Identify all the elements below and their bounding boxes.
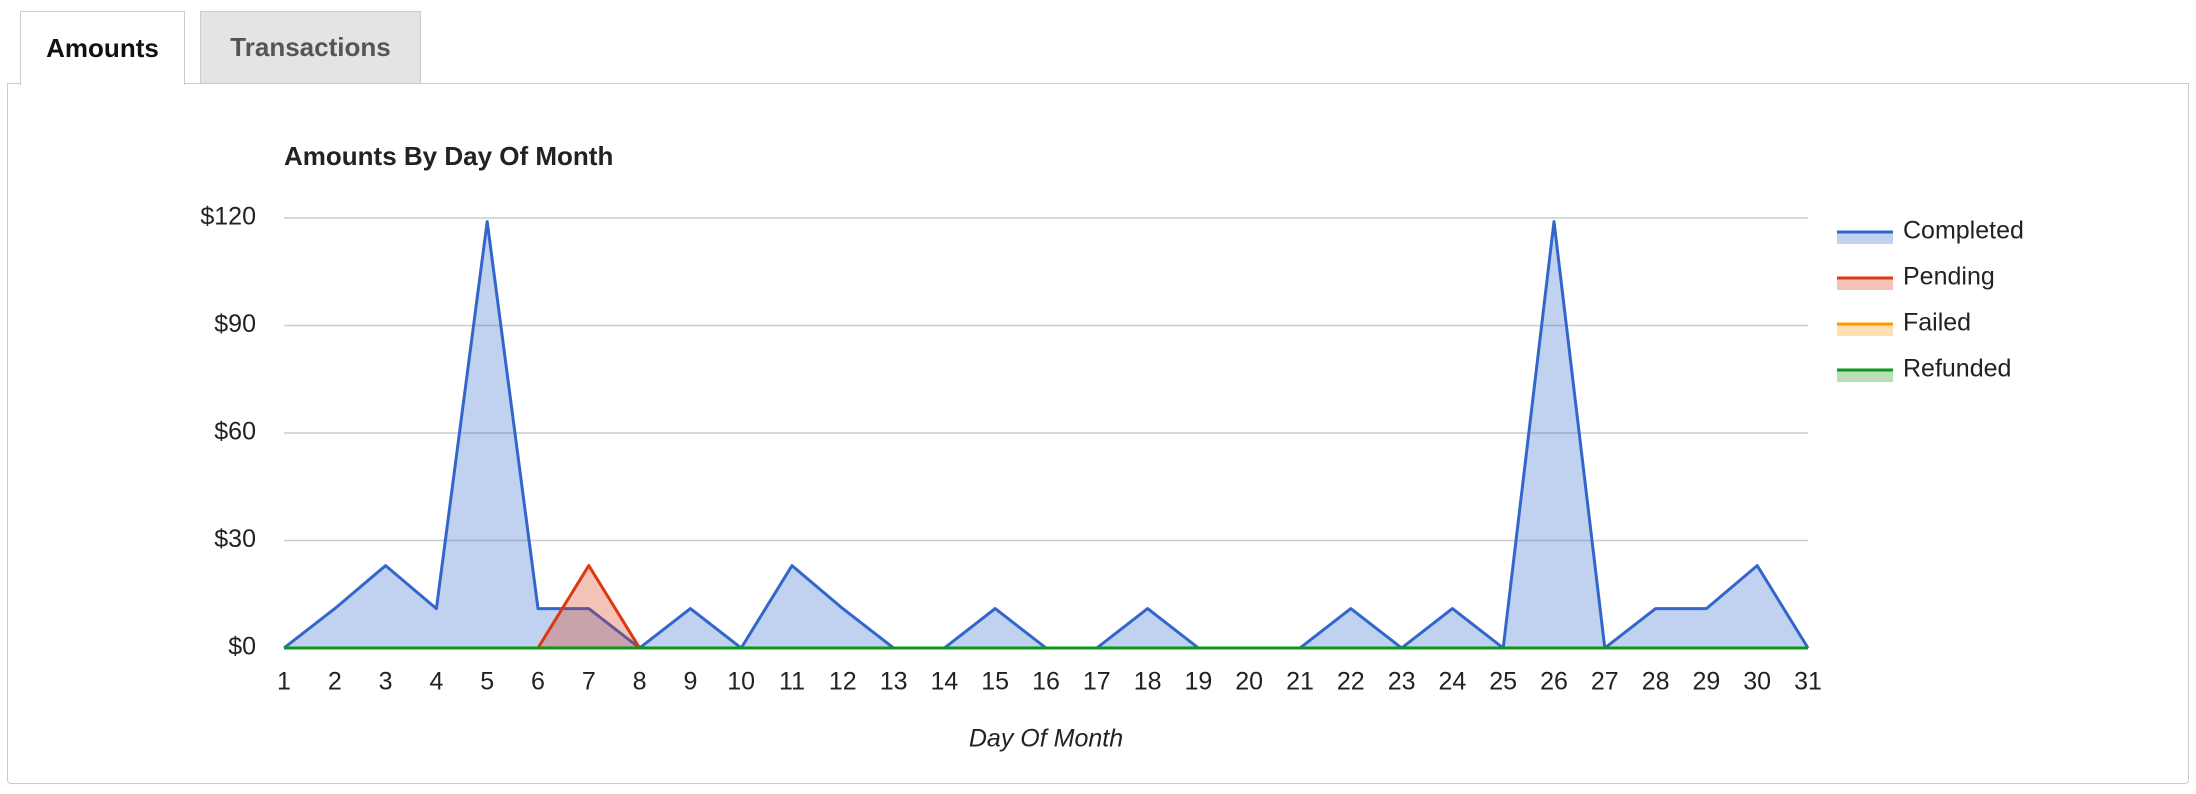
legend-swatch <box>1837 370 1893 382</box>
x-tick-label: 31 <box>1794 668 1822 696</box>
panel <box>7 83 2189 784</box>
x-tick-label: 3 <box>379 668 393 696</box>
x-tick-label: 24 <box>1438 668 1466 696</box>
tab[interactable]: Transactions <box>200 11 421 83</box>
x-tick-label: 15 <box>981 668 1009 696</box>
x-tick-label: 10 <box>727 668 755 696</box>
x-tick-label: 25 <box>1489 668 1517 696</box>
tab[interactable]: Amounts <box>20 11 185 85</box>
x-tick-label: 23 <box>1388 668 1416 696</box>
legend-label: Refunded <box>1903 355 2011 383</box>
y-tick-label: $90 <box>214 310 256 338</box>
legend-label: Pending <box>1903 263 1995 291</box>
x-tick-label: 19 <box>1184 668 1212 696</box>
x-tick-label: 6 <box>531 668 545 696</box>
x-tick-label: 16 <box>1032 668 1060 696</box>
x-tick-label: 7 <box>582 668 596 696</box>
x-tick-label: 4 <box>429 668 443 696</box>
legend-label: Failed <box>1903 309 1971 337</box>
x-tick-label: 1 <box>277 668 291 696</box>
x-tick-label: 18 <box>1134 668 1162 696</box>
x-tick-label: 12 <box>829 668 857 696</box>
x-tick-label: 22 <box>1337 668 1365 696</box>
area-fill <box>284 565 1808 648</box>
x-tick-label: 30 <box>1743 668 1771 696</box>
chart-title: Amounts By Day Of Month <box>284 141 613 171</box>
x-axis-title: Day Of Month <box>969 725 1123 753</box>
x-tick-label: 2 <box>328 668 342 696</box>
legend-swatch <box>1837 278 1893 290</box>
x-tick-label: 28 <box>1642 668 1670 696</box>
legend-swatch <box>1837 324 1893 336</box>
x-tick-label: 27 <box>1591 668 1619 696</box>
y-tick-label: $60 <box>214 418 256 446</box>
legend-swatch <box>1837 232 1893 244</box>
x-tick-label: 5 <box>480 668 494 696</box>
x-tick-label: 9 <box>683 668 697 696</box>
y-tick-label: $0 <box>228 633 256 661</box>
x-tick-label: 8 <box>633 668 647 696</box>
x-tick-label: 17 <box>1083 668 1111 696</box>
x-tick-label: 14 <box>930 668 958 696</box>
x-tick-label: 29 <box>1692 668 1720 696</box>
y-tick-label: $30 <box>214 525 256 553</box>
legend-label: Completed <box>1903 217 2024 245</box>
x-tick-label: 21 <box>1286 668 1314 696</box>
x-tick-label: 13 <box>880 668 908 696</box>
x-tick-label: 20 <box>1235 668 1263 696</box>
y-tick-label: $120 <box>200 203 256 231</box>
x-tick-label: 26 <box>1540 668 1568 696</box>
x-tick-label: 11 <box>779 668 805 696</box>
